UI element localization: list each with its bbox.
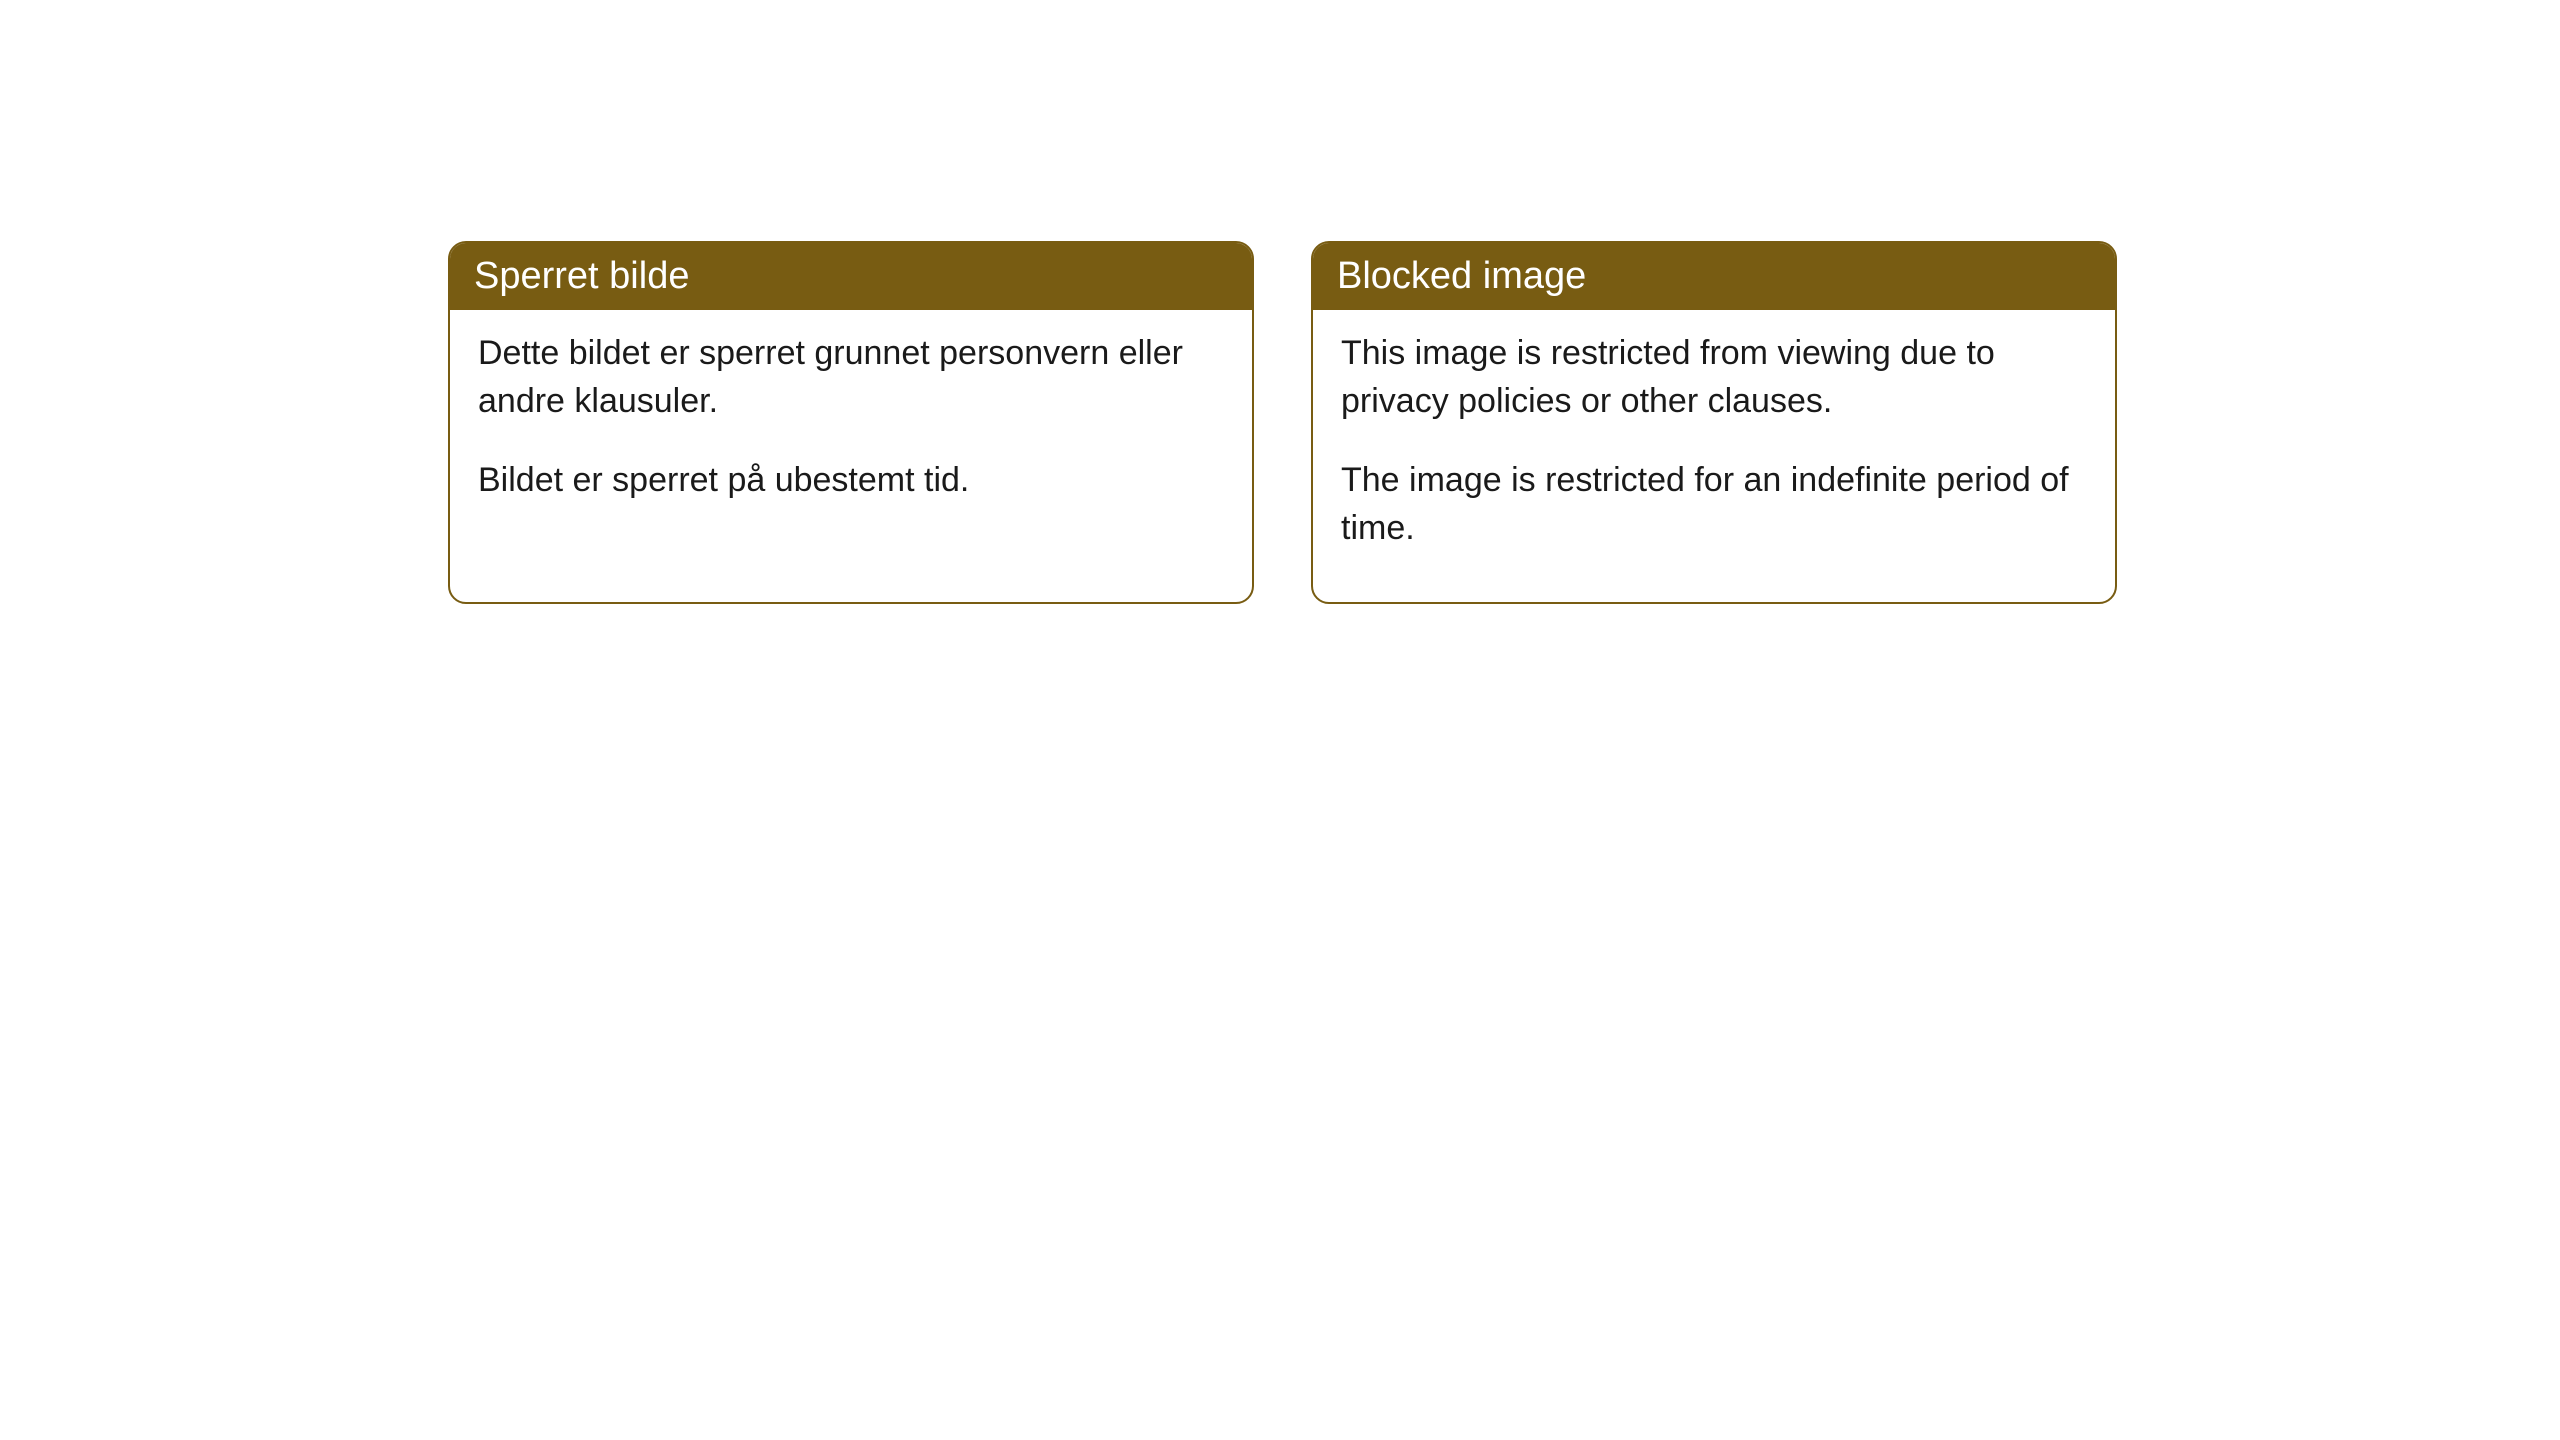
card-header-english: Blocked image [1313, 243, 2115, 310]
card-paragraph-1-english: This image is restricted from viewing du… [1341, 330, 2087, 425]
card-body-norwegian: Dette bildet er sperret grunnet personve… [450, 310, 1252, 555]
card-paragraph-2-norwegian: Bildet er sperret på ubestemt tid. [478, 457, 1224, 505]
cards-container: Sperret bilde Dette bildet er sperret gr… [448, 241, 2117, 604]
card-header-norwegian: Sperret bilde [450, 243, 1252, 310]
blocked-image-card-english: Blocked image This image is restricted f… [1311, 241, 2117, 604]
blocked-image-card-norwegian: Sperret bilde Dette bildet er sperret gr… [448, 241, 1254, 604]
card-paragraph-1-norwegian: Dette bildet er sperret grunnet personve… [478, 330, 1224, 425]
card-paragraph-2-english: The image is restricted for an indefinit… [1341, 457, 2087, 552]
card-body-english: This image is restricted from viewing du… [1313, 310, 2115, 602]
